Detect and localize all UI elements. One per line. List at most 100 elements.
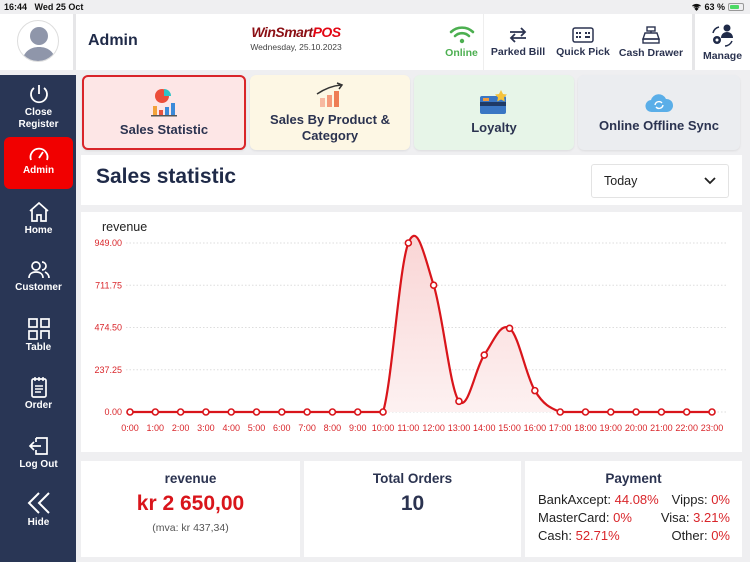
users-icon (27, 261, 50, 279)
svg-text:6:00: 6:00 (273, 423, 291, 433)
sidebar-item-hide[interactable]: Hide (4, 491, 73, 529)
svg-text:11:00: 11:00 (397, 423, 419, 433)
sidebar-item-table[interactable]: Table (4, 318, 73, 354)
tab-label: Sales By Product & Category (270, 111, 390, 143)
chevron-down-icon (704, 177, 716, 185)
svg-text:12:00: 12:00 (422, 423, 445, 433)
cash-register-icon (642, 25, 660, 44)
manage-label: Manage (702, 49, 743, 62)
payment-item-bankaxcept: BankAxcept: 44.08% (538, 492, 659, 507)
parked-bill-button[interactable]: Parked Bill (487, 14, 549, 70)
revenue-card: revenue kr 2 650,00 (mva: kr 437,34) (81, 461, 300, 557)
quick-pick-label: Quick Pick (556, 45, 610, 58)
logout-icon (28, 437, 48, 455)
tab-online-offline-sync[interactable]: Online Offline Sync (578, 75, 740, 150)
sidebar-item-customer[interactable]: Customer (4, 260, 73, 294)
svg-text:3:00: 3:00 (197, 423, 215, 433)
revenue-chart: revenue 0.00 237.25 474.50 711.75 949.00 0:00… (81, 212, 742, 452)
loyalty-card-icon (480, 89, 507, 114)
keypad-icon (572, 26, 594, 43)
revenue-value: kr 2 650,00 (136, 492, 245, 515)
tab-sales-statistic[interactable]: Sales Statistic (82, 75, 246, 150)
svg-text:17:00: 17:00 (549, 423, 572, 433)
payment-item-visa: Visa: 3.21% (660, 510, 730, 525)
notepad-icon (30, 377, 47, 398)
growth-chart-icon (316, 81, 344, 107)
svg-text:19:00: 19:00 (600, 423, 623, 433)
svg-text:16:00: 16:00 (524, 423, 547, 433)
tab-sales-by-product-category[interactable]: Sales By Product & Category (250, 75, 410, 150)
parked-bill-label: Parked Bill (490, 45, 546, 58)
svg-text:474.50: 474.50 (94, 323, 122, 333)
logo-part2: POS (312, 24, 342, 40)
svg-text:21:00: 21:00 (650, 423, 673, 433)
period-select-value: Today (604, 174, 638, 188)
svg-text:23:00: 23:00 (701, 423, 724, 433)
manage-button[interactable]: Manage (692, 14, 750, 70)
sidebar-label: Close Register (18, 107, 59, 130)
user-name: Admin (88, 32, 138, 49)
cash-drawer-button[interactable]: Cash Drawer (617, 14, 685, 70)
svg-text:1:00: 1:00 (147, 423, 165, 433)
sidebar: Close Register Admin Home Customer Table… (0, 75, 76, 562)
speedometer-icon (29, 147, 48, 161)
period-select[interactable]: Today (591, 164, 729, 198)
status-bar: 16:44 Wed 25 Oct 63 % (0, 0, 750, 14)
svg-text:949.00: 949.00 (94, 238, 122, 248)
wifi-icon (449, 25, 474, 43)
svg-text:14:00: 14:00 (473, 423, 496, 433)
online-label: Online (445, 46, 478, 59)
sidebar-item-log-out[interactable]: Log Out (4, 435, 73, 471)
wifi-status-icon (692, 3, 702, 11)
double-chevron-left-icon (27, 492, 50, 514)
tab-loyalty[interactable]: Loyalty (414, 75, 574, 150)
svg-text:2:00: 2:00 (172, 423, 190, 433)
section-header: Sales statistic Today (81, 155, 742, 205)
table-icon (27, 318, 50, 340)
quick-pick-button[interactable]: Quick Pick (553, 14, 613, 70)
header: Admin WinSmartPOS Wednesday, 25.10.2023 … (0, 14, 750, 70)
sidebar-item-home[interactable]: Home (4, 201, 73, 237)
sidebar-label: Admin (22, 165, 55, 176)
svg-text:0:00: 0:00 (121, 423, 139, 433)
svg-text:10:00: 10:00 (372, 423, 395, 433)
avatar[interactable] (17, 20, 59, 62)
total-orders-card: Total Orders 10 (304, 461, 521, 557)
sidebar-item-close-register[interactable]: Close Register (4, 83, 73, 139)
revenue-vat: (mva: kr 437,34) (152, 522, 229, 534)
chart-title: revenue (102, 220, 148, 234)
svg-text:5:00: 5:00 (248, 423, 266, 433)
brand-logo: WinSmartPOS Wednesday, 25.10.2023 (246, 24, 346, 52)
status-date: Wed 25 Oct (34, 2, 84, 12)
sidebar-label: Log Out (19, 459, 58, 470)
sidebar-label: Customer (15, 282, 62, 293)
cash-drawer-label: Cash Drawer (618, 46, 684, 59)
svg-text:15:00: 15:00 (498, 423, 521, 433)
tab-label: Sales Statistic (119, 121, 209, 137)
svg-text:20:00: 20:00 (625, 423, 648, 433)
battery-percent: 63 % (704, 2, 725, 12)
tab-label: Online Offline Sync (599, 117, 719, 133)
payment-item-mastercard: MasterCard: 0% (538, 510, 632, 525)
payment-item-cash: Cash: 52.71% (538, 528, 620, 543)
status-time: 16:44 (4, 2, 28, 12)
user-avatar-icon (22, 27, 56, 61)
online-status-button[interactable]: Online (440, 14, 484, 70)
battery-icon (728, 3, 744, 11)
svg-text:8:00: 8:00 (324, 423, 342, 433)
manage-settings-icon (711, 24, 733, 47)
svg-text:13:00: 13:00 (448, 423, 471, 433)
svg-text:4:00: 4:00 (222, 423, 240, 433)
payment-item-vipps: Vipps: 0% (671, 492, 730, 507)
sidebar-item-admin[interactable]: Admin (4, 137, 73, 189)
svg-text:711.75: 711.75 (95, 280, 122, 290)
svg-text:7:00: 7:00 (298, 423, 316, 433)
line-chart: 0.00 237.25 474.50 711.75 949.00 0:00 1:00 2:00… (94, 234, 726, 433)
sidebar-label: Hide (27, 517, 50, 528)
sidebar-item-order[interactable]: Order (4, 376, 73, 412)
svg-text:9:00: 9:00 (349, 423, 367, 433)
avatar-container (0, 14, 76, 70)
svg-text:22:00: 22:00 (675, 423, 698, 433)
power-icon (29, 85, 48, 104)
svg-text:237.25: 237.25 (94, 365, 122, 375)
